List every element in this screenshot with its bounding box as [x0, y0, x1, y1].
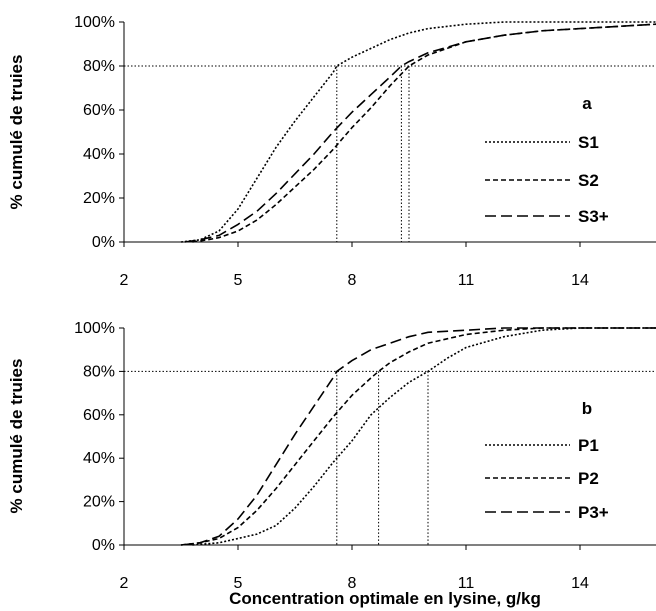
- legend-label-P1: P1: [578, 436, 599, 455]
- legend-label-S1: S1: [578, 133, 599, 152]
- y-tick-label: 60%: [83, 102, 115, 119]
- y-tick-label: 0%: [92, 234, 115, 251]
- x-tick-label: 8: [348, 575, 357, 592]
- y-axis-title: % cumulé de truies: [7, 55, 26, 210]
- panel-letter: b: [582, 399, 592, 418]
- chart-panel-b: 0% 20% 40% 60% 80% 100% 2 5 8 11 14 % cumulé de tru…: [7, 320, 656, 608]
- y-tick-label: 0%: [92, 537, 115, 554]
- x-tick-label: 11: [458, 272, 475, 289]
- y-tick-label: 80%: [83, 363, 115, 380]
- x-tick-label: 14: [571, 575, 589, 592]
- series-line-P1: [192, 327, 656, 546]
- y-tick-label: 100%: [74, 14, 115, 31]
- x-axis-title: Concentration optimale en lysine, g/kg: [229, 589, 541, 608]
- y-axis-title: % cumulé de truies: [7, 359, 26, 514]
- y-tick-label: 20%: [83, 190, 115, 207]
- series-line-S3+: [184, 23, 656, 243]
- y-tick-label: 40%: [83, 146, 115, 163]
- series-line-P2: [180, 327, 656, 546]
- series-line-S1: [180, 21, 656, 243]
- legend-label-P2: P2: [578, 469, 599, 488]
- legend-label-P3+: P3+: [578, 503, 609, 522]
- x-tick-label: 2: [120, 575, 129, 592]
- y-tick-label: 40%: [83, 450, 115, 467]
- x-tick-label: 5: [234, 272, 243, 289]
- y-tick-label: 20%: [83, 494, 115, 511]
- x-tick-label: 11: [458, 575, 475, 592]
- x-tick-label: 5: [234, 575, 243, 592]
- y-tick-label: 100%: [74, 320, 115, 337]
- x-tick-label: 8: [348, 272, 357, 289]
- chart-panel-a: 0% 20% 40% 60% 80% 100% 2 5 8 11 14 % cumulé de tru…: [7, 14, 656, 289]
- legend-label-S3+: S3+: [578, 207, 609, 226]
- x-tick-label: 2: [120, 272, 129, 289]
- x-tick-label: 14: [571, 272, 589, 289]
- y-tick-label: 80%: [83, 58, 115, 75]
- legend-label-S2: S2: [578, 171, 599, 190]
- y-tick-label: 60%: [83, 407, 115, 424]
- panel-letter: a: [582, 94, 592, 113]
